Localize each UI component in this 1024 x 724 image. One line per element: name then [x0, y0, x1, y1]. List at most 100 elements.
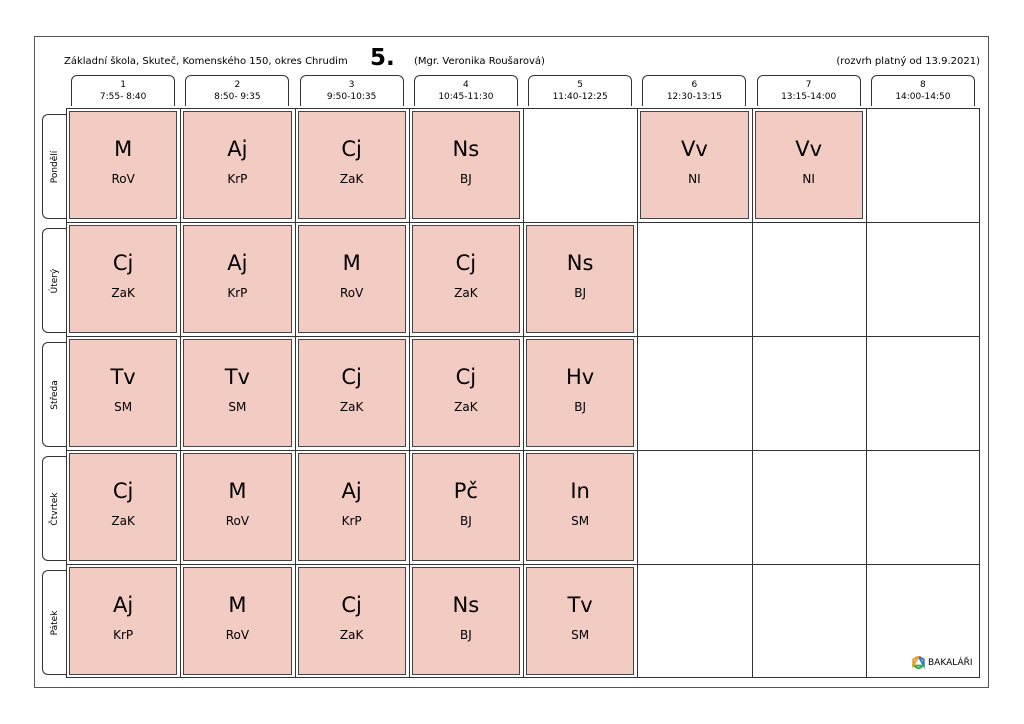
lesson-teacher: KrP [227, 286, 248, 300]
lesson-cell[interactable]: Tv SM [526, 567, 635, 675]
lesson-subject: M [228, 479, 247, 503]
lesson-cell[interactable]: Cj ZaK [411, 339, 520, 447]
grid-row-line [66, 564, 980, 565]
lesson-cell[interactable]: Hv BJ [526, 339, 635, 447]
lesson-teacher: SM [571, 514, 590, 528]
lesson-subject: M [228, 593, 247, 617]
period-8: 8 14:00-14:50 [870, 75, 975, 106]
lesson-subject: Cj [455, 251, 477, 275]
lesson-teacher: BJ [459, 514, 472, 528]
lesson-subject: Ns [566, 251, 594, 275]
lesson-teacher: ZaK [111, 514, 135, 528]
day-label-3: Středa [42, 342, 66, 447]
lesson-subject: Vv [795, 137, 823, 161]
lesson-cell[interactable]: M RoV [297, 225, 406, 333]
grid-column-line [294, 108, 296, 678]
period-time: 11:40-12:25 [552, 92, 608, 102]
class-name: 5. [370, 45, 395, 71]
period-6: 6 12:30-13:15 [642, 75, 747, 106]
lesson-teacher: KrP [341, 514, 362, 528]
lesson-teacher: ZaK [111, 286, 135, 300]
lesson-cell[interactable]: M RoV [183, 567, 292, 675]
period-number: 5 [577, 80, 583, 90]
lesson-subject: Pč [453, 479, 478, 503]
lesson-cell[interactable]: Aj KrP [183, 111, 292, 219]
lesson-cell[interactable]: Aj KrP [297, 453, 406, 561]
lesson-cell[interactable]: Aj KrP [69, 567, 178, 675]
lesson-teacher: RoV [225, 628, 250, 642]
lesson-cell[interactable]: Cj ZaK [69, 453, 178, 561]
lesson-cell[interactable]: M RoV [183, 453, 292, 561]
bakalari-logo-icon [912, 656, 925, 669]
logo-text: BAKALÁŘI [928, 657, 973, 668]
lesson-teacher: RoV [111, 172, 135, 186]
lesson-subject: Cj [341, 593, 362, 617]
day-name: Pondělí [49, 150, 60, 183]
validity-date: (rozvrh platný od 13.9.2021) [836, 56, 980, 67]
lesson-cell[interactable]: Tv SM [69, 339, 178, 447]
period-number: 4 [463, 80, 469, 90]
period-number: 1 [120, 80, 126, 90]
class-teacher: (Mgr. Veronika Roušarová) [414, 56, 545, 67]
grid-column-line [751, 108, 753, 678]
grid-column-line [865, 108, 867, 678]
grid-column-line [523, 108, 524, 678]
period-number: 2 [234, 80, 241, 90]
period-1: 1 7:55- 8:40 [71, 75, 176, 106]
period-3: 3 9:50-10:35 [299, 75, 404, 106]
lesson-cell[interactable]: Pč BJ [411, 453, 520, 561]
period-7: 7 13:15-14:00 [756, 75, 861, 106]
lesson-subject: In [570, 479, 590, 503]
lesson-teacher: KrP [227, 172, 248, 186]
lesson-cell[interactable]: Ns BJ [526, 225, 635, 333]
lesson-teacher: SM [114, 400, 133, 414]
period-time: 7:55- 8:40 [99, 92, 147, 102]
lesson-teacher: ZaK [454, 400, 478, 414]
lesson-subject: Tv [224, 365, 250, 389]
lesson-cell[interactable]: Cj ZaK [297, 111, 406, 219]
lesson-subject: Aj [227, 251, 248, 275]
timetable-frame [34, 36, 989, 688]
period-number: 8 [920, 80, 926, 90]
lesson-cell[interactable]: Cj ZaK [69, 225, 178, 333]
lesson-subject: Cj [112, 251, 134, 275]
lesson-subject: Cj [112, 479, 134, 503]
lesson-cell[interactable]: M RoV [69, 111, 178, 219]
period-5: 5 11:40-12:25 [528, 75, 633, 106]
lesson-cell[interactable]: Vv NI [754, 111, 863, 219]
lesson-cell[interactable]: Ns BJ [411, 111, 520, 219]
lesson-cell[interactable]: Tv SM [183, 339, 292, 447]
grid-column-line [408, 108, 410, 678]
lesson-cell[interactable]: Ns BJ [411, 567, 520, 675]
period-number: 6 [691, 80, 698, 90]
lesson-cell[interactable]: Cj ZaK [411, 225, 520, 333]
period-time: 9:50-10:35 [326, 92, 377, 102]
lesson-teacher: NI [688, 172, 701, 186]
lesson-teacher: SM [571, 628, 590, 642]
lesson-teacher: KrP [113, 628, 134, 642]
lesson-subject: M [342, 251, 361, 275]
period-4: 4 10:45-11:30 [413, 75, 518, 106]
day-name: Středa [49, 379, 60, 410]
lesson-teacher: ZaK [339, 628, 364, 642]
lesson-teacher: BJ [574, 400, 587, 414]
lesson-teacher: SM [228, 400, 247, 414]
period-number: 7 [805, 80, 812, 90]
lesson-cell[interactable]: Cj ZaK [297, 567, 406, 675]
bakalari-logo: BAKALÁŘI [912, 656, 973, 669]
grid-column-line [180, 108, 182, 678]
lesson-cell[interactable]: In SM [526, 453, 635, 561]
lesson-subject: M [114, 137, 133, 161]
lesson-subject: Aj [113, 593, 134, 617]
grid-row-line [66, 336, 980, 337]
lesson-teacher: RoV [339, 286, 364, 300]
day-name: Čtvrtek [49, 491, 60, 526]
period-time: 13:15-14:00 [781, 92, 837, 102]
lesson-cell[interactable]: Aj KrP [183, 225, 292, 333]
day-label-1: Pondělí [42, 114, 66, 219]
lesson-cell[interactable]: Cj ZaK [297, 339, 406, 447]
period-time: 12:30-13:15 [666, 92, 722, 102]
lesson-cell[interactable]: Vv NI [640, 111, 749, 219]
lesson-subject: Ns [452, 137, 480, 161]
period-time: 14:00-14:50 [895, 92, 951, 102]
